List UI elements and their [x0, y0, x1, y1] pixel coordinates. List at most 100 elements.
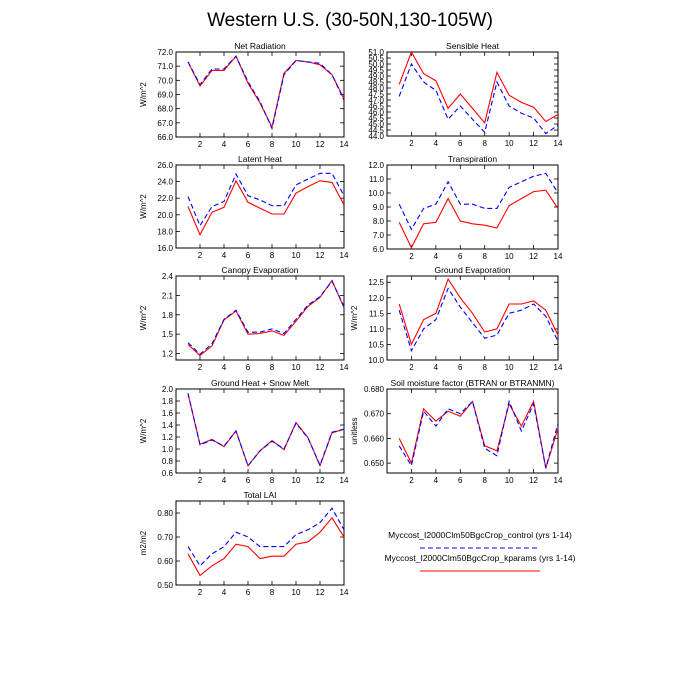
panel-title: Total LAI: [243, 490, 276, 500]
y-tick-label: 45.5: [368, 114, 384, 123]
x-tick-label: 2: [198, 588, 203, 597]
y-tick-label: 16.0: [157, 244, 173, 253]
page-title: Western U.S. (30-50N,130-105W): [207, 10, 493, 31]
x-tick-label: 6: [246, 476, 251, 485]
x-tick-label: 10: [292, 140, 301, 149]
x-tick-label: 4: [222, 140, 227, 149]
x-tick-label: 14: [554, 363, 563, 372]
y-tick-label: 49.0: [368, 72, 384, 81]
y-tick-label: 50.0: [368, 60, 384, 69]
y-tick-label: 67.0: [157, 119, 173, 128]
x-tick-label: 2: [198, 251, 203, 260]
legend-label: Myccost_I2000Clm50BgcCrop_control (yrs 1…: [388, 530, 572, 540]
y-tick-label: 12.0: [368, 294, 384, 303]
x-tick-label: 6: [458, 139, 463, 148]
y-tick-label: 68.0: [157, 105, 173, 114]
y-tick-label: 2.1: [162, 291, 174, 300]
x-tick-label: 4: [434, 252, 439, 261]
panel-frame: [175, 164, 345, 249]
legend: Myccost_I2000Clm50BgcCrop_control (yrs 1…: [385, 530, 576, 572]
panel-7: Soil moisture factor (BTRAN or BTRANMN) 0…: [350, 378, 563, 485]
x-tick-label: 2: [198, 476, 203, 485]
y-tick-label: 11.0: [369, 175, 385, 184]
series-line-control: [187, 507, 345, 567]
x-tick-label: 6: [246, 588, 251, 597]
x-tick-label: 4: [434, 363, 439, 372]
x-tick-label: 6: [246, 363, 251, 372]
x-tick-label: 8: [482, 363, 487, 372]
y-tick-label: 0.50: [157, 581, 173, 590]
x-tick-label: 10: [505, 476, 514, 485]
series-line-control: [398, 62, 559, 135]
y-tick-label: 1.6: [162, 409, 174, 418]
series-line-control: [187, 55, 345, 131]
y-tick-label: 0.650: [364, 459, 385, 468]
x-tick-label: 14: [340, 588, 349, 597]
y-tick-label: 69.0: [157, 91, 173, 100]
x-tick-label: 10: [292, 588, 301, 597]
x-tick-label: 10: [505, 363, 514, 372]
x-tick-label: 12: [316, 251, 325, 260]
y-tick-label: 44.5: [368, 126, 384, 135]
x-tick-label: 8: [270, 476, 275, 485]
x-tick-label: 14: [340, 251, 349, 260]
y-tick-label: 26.0: [157, 161, 173, 170]
y-axis-label: unitless: [350, 417, 359, 444]
y-tick-label: 1.8: [162, 311, 174, 320]
panel-frame: [386, 164, 559, 250]
panel-frame: [175, 388, 345, 474]
y-tick-label: 1.2: [162, 433, 174, 442]
y-tick-label: 0.6: [162, 469, 174, 478]
y-tick-label: 10.0: [368, 189, 384, 198]
y-tick-label: 46.0: [368, 108, 384, 117]
y-tick-label: 1.8: [162, 397, 174, 406]
panel-2: Latent Heat 16.0 18.0 20.0 22.0 24.0 26.0 2 4 6 8 1…: [139, 154, 349, 260]
y-tick-label: 50.5: [368, 54, 384, 63]
y-tick-label: 0.660: [364, 434, 385, 443]
series-line-control: [398, 399, 559, 469]
x-tick-label: 14: [554, 252, 563, 261]
y-tick-label: 8.0: [373, 217, 385, 226]
x-tick-label: 8: [270, 140, 275, 149]
x-tick-label: 12: [529, 476, 538, 485]
panel-8: Total LAI 0.50 0.60 0.70 0.80 2 4 6 8 10 12 14 m2/m2: [139, 490, 349, 597]
x-tick-label: 4: [222, 588, 227, 597]
x-tick-label: 6: [458, 476, 463, 485]
y-tick-label: 20.0: [157, 211, 173, 220]
y-tick-label: 49.5: [368, 66, 384, 75]
panel-title: Ground Heat + Snow Melt: [211, 378, 310, 388]
panels-layer: Net Radiation66.067.068.069.070.071.072.…: [139, 41, 563, 597]
y-tick-label: 2.4: [162, 272, 174, 281]
y-axis-label: W/m^2: [350, 305, 359, 330]
panel-frame: [175, 500, 345, 586]
x-tick-label: 12: [316, 363, 325, 372]
x-tick-label: 4: [434, 139, 439, 148]
x-tick-label: 2: [409, 139, 414, 148]
y-axis-label: W/m^2: [139, 194, 148, 219]
x-tick-label: 14: [554, 476, 563, 485]
series-line-kparams: [187, 516, 345, 577]
y-tick-label: 1.2: [162, 350, 174, 359]
x-tick-label: 10: [505, 139, 514, 148]
y-tick-label: 45.0: [368, 120, 384, 129]
series-line-control: [187, 172, 345, 227]
y-tick-label: 46.5: [368, 102, 384, 111]
series-line-control: [187, 393, 345, 467]
x-tick-label: 6: [246, 251, 251, 260]
panel-3: Transpiration 6.0 7.0 8.0 9.0 10.0 11.0 12.0 2 4 6…: [368, 154, 563, 261]
y-tick-label: 0.80: [157, 509, 173, 518]
panel-6: Ground Heat + Snow Melt 0.6 0.8 1.0 1.2 1.4 1.…: [139, 378, 349, 485]
y-tick-label: 24.0: [157, 178, 173, 187]
x-tick-label: 2: [409, 363, 414, 372]
y-tick-label: 11.0: [369, 325, 385, 334]
x-tick-label: 14: [554, 139, 563, 148]
x-tick-label: 4: [434, 476, 439, 485]
panel-title: Sensible Heat: [446, 41, 500, 51]
series-line-kparams: [187, 55, 345, 129]
panel-4: Canopy Evaporation 1.2 1.5 1.8 2.1 2.4 2 4 6 8 10 1…: [139, 265, 349, 372]
x-tick-label: 6: [458, 252, 463, 261]
y-tick-label: 10.0: [368, 356, 384, 365]
y-tick-label: 6.0: [373, 245, 385, 254]
x-tick-label: 12: [529, 363, 538, 372]
